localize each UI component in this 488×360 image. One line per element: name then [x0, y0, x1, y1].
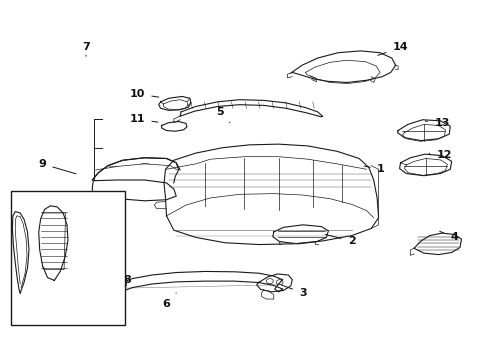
Text: 6: 6: [162, 293, 176, 309]
Text: 14: 14: [377, 42, 407, 55]
Text: 5: 5: [216, 107, 229, 123]
Text: 11: 11: [129, 114, 158, 124]
Text: 13: 13: [425, 118, 449, 128]
Text: 7: 7: [82, 42, 90, 56]
Text: 12: 12: [428, 150, 451, 160]
Text: 8: 8: [105, 261, 131, 285]
Text: 9: 9: [38, 159, 76, 174]
Text: 10: 10: [129, 89, 159, 99]
Text: 4: 4: [439, 231, 457, 242]
Text: 2: 2: [325, 234, 355, 246]
Text: 1: 1: [364, 164, 384, 174]
Text: 3: 3: [281, 285, 306, 298]
Bar: [11, 191, 124, 325]
